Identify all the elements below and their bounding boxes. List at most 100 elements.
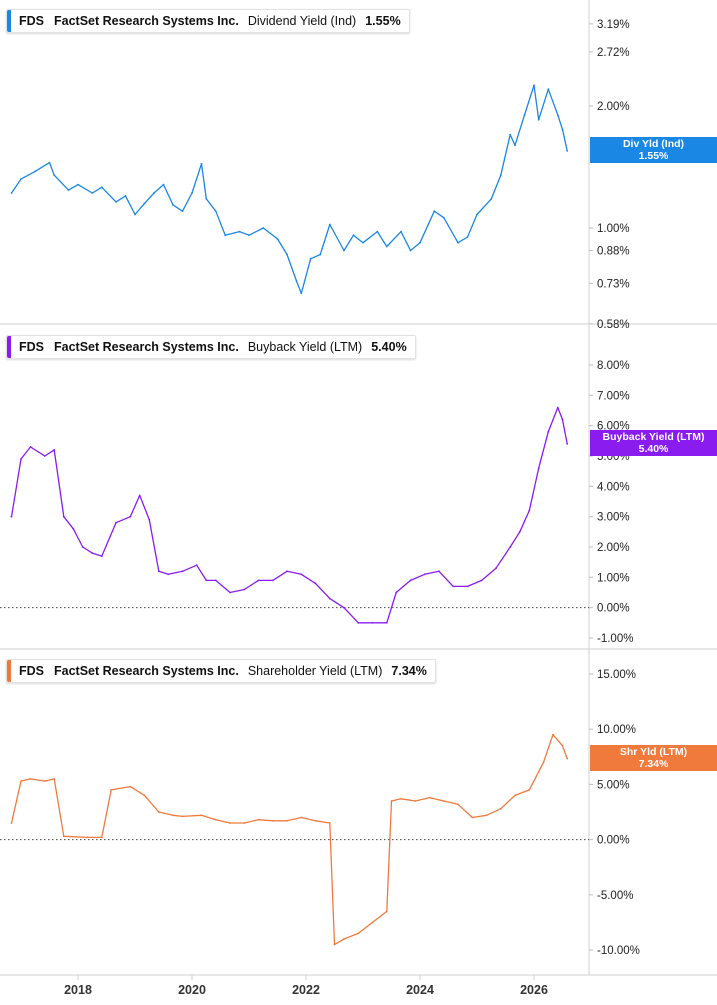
data-point [514, 794, 516, 797]
data-point [162, 183, 165, 186]
data-point [561, 418, 564, 421]
data-point [352, 234, 355, 237]
data-point [533, 84, 535, 87]
data-point [115, 521, 117, 524]
data-point [385, 621, 388, 624]
data-point [248, 234, 250, 237]
data-point [357, 621, 360, 624]
data-point [314, 582, 317, 585]
data-point [485, 814, 488, 817]
data-point [419, 241, 421, 244]
data-point [86, 836, 89, 839]
data-point [20, 458, 22, 460]
data-point [167, 573, 170, 576]
data-point [91, 552, 94, 554]
y-tick-label: 0.00% [597, 603, 630, 615]
data-point [343, 249, 345, 252]
data-point [276, 238, 279, 240]
legend-company: FactSet Research Systems Inc. [54, 14, 239, 28]
data-point [499, 174, 502, 177]
data-point [143, 794, 146, 797]
legend-buyback-yield[interactable]: FDS FactSet Research Systems Inc. Buybac… [6, 335, 416, 359]
data-point [518, 530, 521, 533]
data-point [181, 210, 184, 213]
y-tick-label: -5.00% [597, 890, 633, 902]
data-point [300, 292, 303, 295]
data-point [343, 606, 345, 609]
data-point [400, 230, 402, 233]
legend-value: 5.40% [371, 340, 407, 354]
y-tick-label: 5.00% [597, 779, 630, 791]
data-point [62, 835, 65, 838]
legend-shareholder-yield[interactable]: FDS FactSet Research Systems Inc. Shareh… [6, 659, 436, 683]
data-point [214, 818, 217, 821]
data-point [257, 579, 260, 582]
y-tick-label: 0.00% [597, 835, 630, 847]
data-point [471, 816, 474, 819]
data-point [300, 816, 303, 819]
data-point [243, 822, 246, 824]
x-tick-label: 2024 [406, 983, 434, 997]
y-tick-label: 2.00% [597, 542, 630, 554]
data-point [200, 162, 203, 165]
last-value-badge-dividend: Div Yld (Ind) 1.55% [590, 137, 717, 163]
data-point [286, 253, 288, 256]
y-tick-label: 3.00% [597, 512, 630, 524]
data-point [390, 800, 393, 802]
data-point [243, 588, 246, 591]
data-point [195, 564, 198, 567]
data-point [110, 789, 113, 791]
y-tick-label: 3.19% [597, 19, 630, 31]
data-point [499, 807, 502, 810]
data-point [400, 797, 402, 800]
series-line-dividend-yield [10, 84, 568, 294]
series-color-swatch [7, 336, 11, 358]
data-point [91, 192, 94, 194]
data-point [53, 449, 56, 451]
data-point [43, 455, 46, 457]
badge-label: Buyback Yield (LTM) [602, 431, 705, 443]
legend-ticker: FDS [19, 664, 44, 678]
data-point [328, 223, 331, 226]
legend-company: FactSet Research Systems Inc. [54, 664, 239, 678]
data-point [556, 406, 559, 409]
y-tick-label: 1.00% [597, 223, 630, 235]
data-point [134, 213, 136, 216]
badge-label: Shr Yld (LTM) [619, 746, 688, 758]
data-point [566, 150, 569, 152]
data-point [148, 518, 151, 521]
data-point [414, 800, 417, 802]
legend-metric: Shareholder Yield (LTM) [247, 664, 383, 678]
data-point [556, 114, 559, 116]
legend-value: 1.55% [365, 14, 401, 28]
data-point [466, 236, 469, 238]
data-point [191, 192, 193, 194]
y-tick-label: 2.00% [597, 101, 630, 113]
y-tick-label: -1.00% [597, 633, 633, 645]
badge-value: 7.34% [638, 758, 669, 770]
x-tick-label: 2018 [64, 983, 92, 997]
data-point [442, 800, 445, 802]
y-tick-label: 2.72% [597, 47, 630, 59]
data-point [423, 573, 426, 576]
y-tick-label: 4.00% [597, 481, 630, 493]
legend-value: 7.34% [391, 664, 427, 678]
data-point [376, 230, 379, 233]
data-point [53, 174, 56, 177]
data-point [286, 570, 288, 573]
data-point [537, 467, 540, 469]
data-point [53, 778, 56, 780]
data-point [157, 811, 160, 813]
legend-dividend-yield[interactable]: FDS FactSet Research Systems Inc. Divide… [6, 9, 410, 33]
data-point [509, 133, 512, 136]
data-point [300, 573, 303, 576]
y-tick-label: 10.00% [597, 724, 636, 736]
data-point [561, 744, 564, 747]
data-point [124, 195, 127, 197]
data-point [172, 204, 174, 206]
data-point [181, 815, 184, 818]
last-value-badge-shareholder: Shr Yld (LTM) 7.34% [590, 745, 717, 771]
x-tick-label: 2020 [178, 983, 206, 997]
data-point [466, 585, 469, 588]
